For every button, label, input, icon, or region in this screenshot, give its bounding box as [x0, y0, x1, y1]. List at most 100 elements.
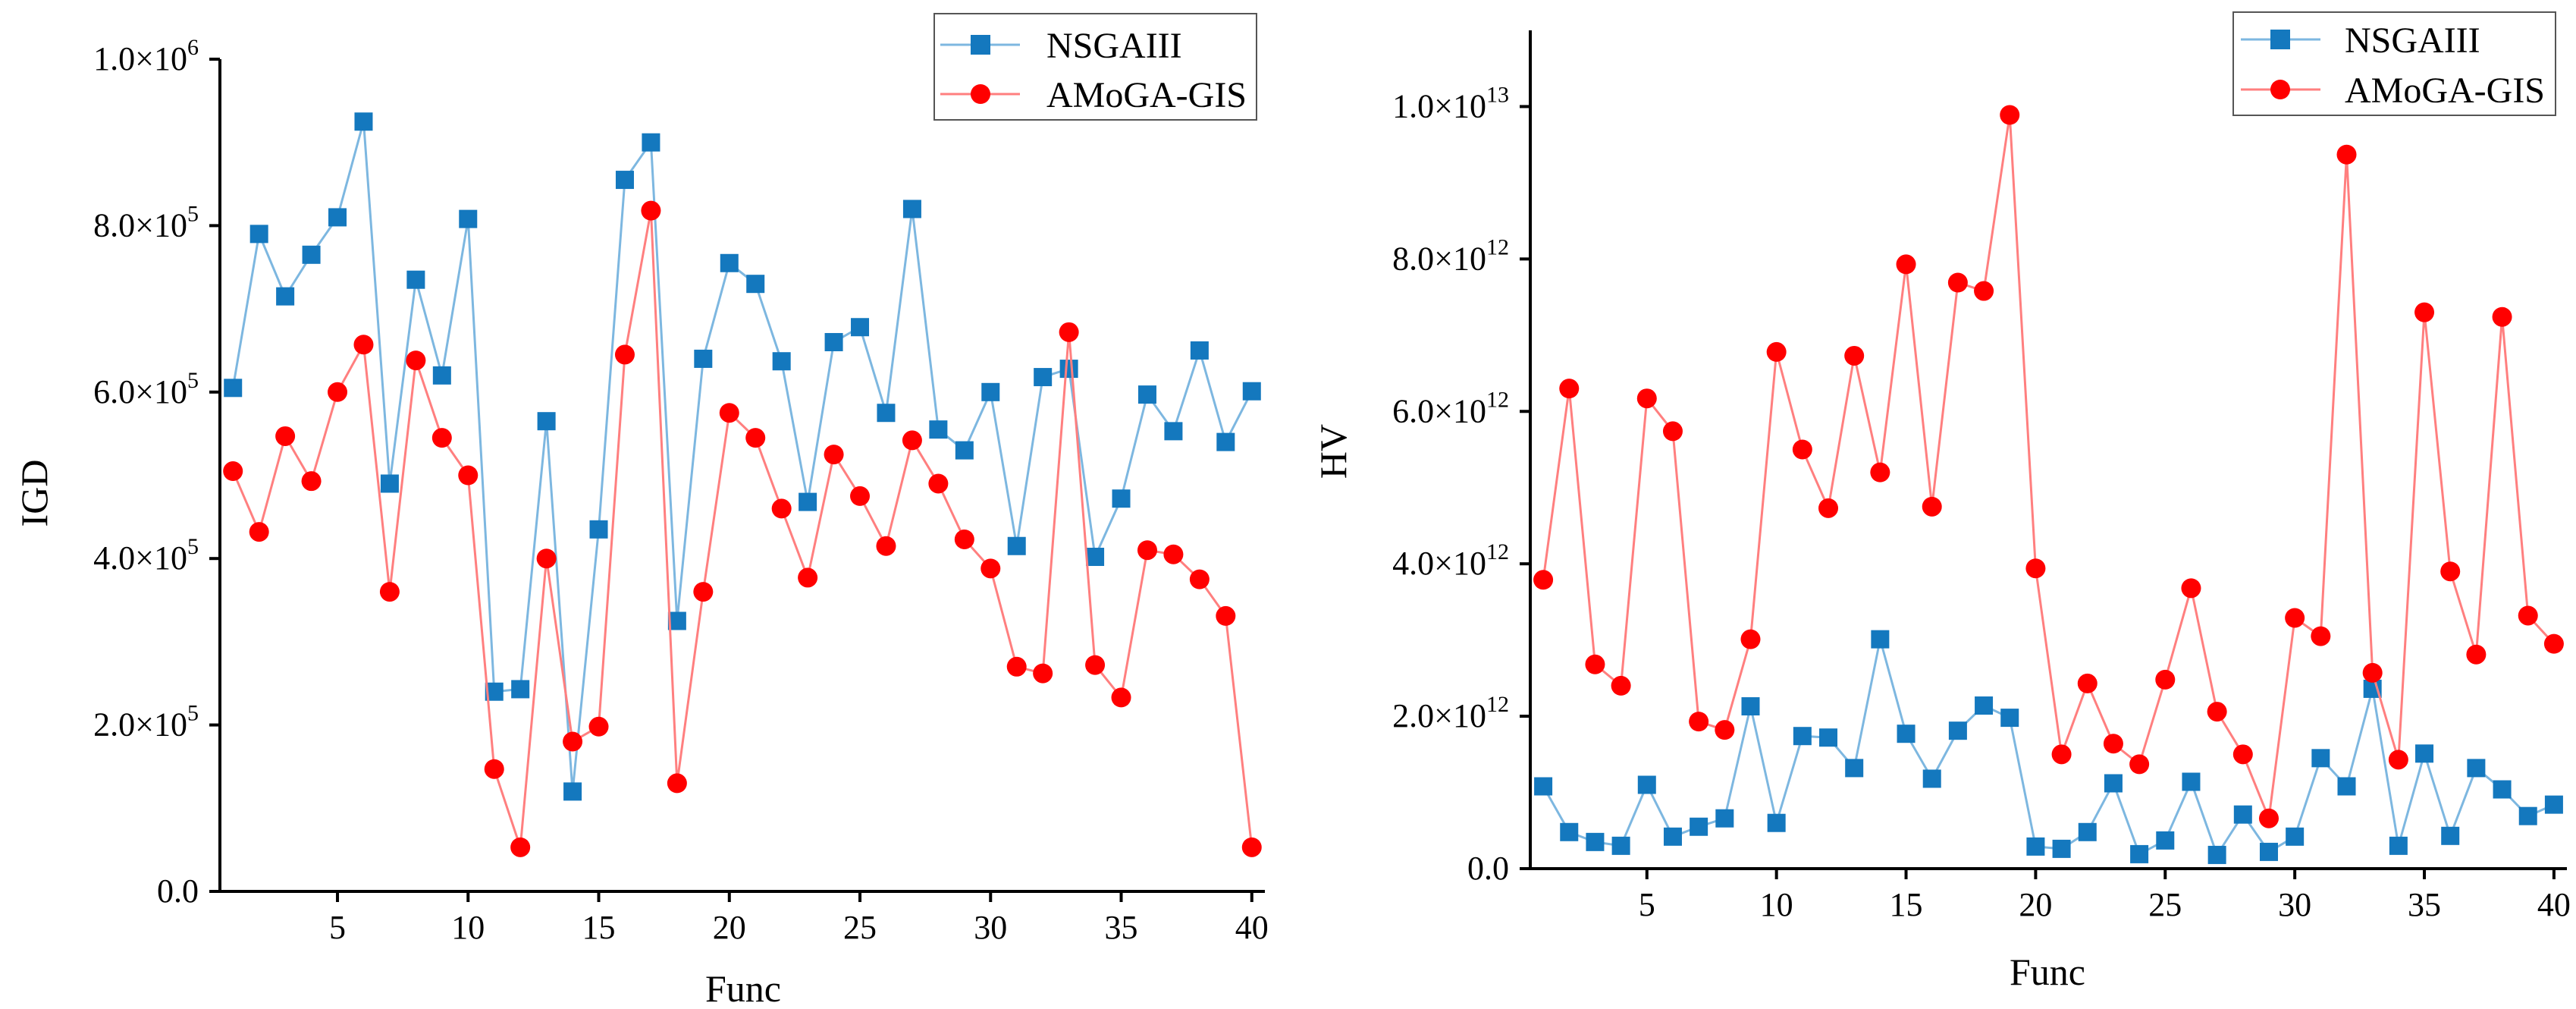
hv-point-nsgaiii [2493, 780, 2512, 799]
igd-point-nsgaiii [615, 171, 634, 190]
igd-point-amoga-gis [850, 486, 871, 506]
igd-point-amoga-gis [563, 731, 583, 752]
hv-y-tick-label: 6.0×1012 [1392, 387, 1509, 429]
igd-point-nsgaiii [511, 680, 530, 699]
igd-legend-nsga-marker [971, 35, 990, 55]
igd-point-amoga-gis [536, 549, 557, 569]
igd-point-amoga-gis [1163, 544, 1184, 564]
hv-point-amoga-gis [1896, 254, 1916, 275]
igd-y-tick-label: 2.0×105 [93, 701, 199, 743]
hv-point-amoga-gis [1922, 496, 1942, 517]
hv-point-nsgaiii [2026, 837, 2045, 856]
igd-point-nsgaiii [1216, 432, 1235, 451]
hv-point-amoga-gis [2466, 644, 2487, 665]
igd-x-ticks: 5 10 15 20 25 30 35 40 [329, 891, 1269, 946]
hv-x-tick-label: 40 [2537, 886, 2571, 923]
igd-point-amoga-gis [249, 522, 269, 542]
igd-point-amoga-gis [824, 445, 844, 465]
igd-chart: 5 10 15 20 25 30 35 40 0.0 2.0×105 4.0×105 6.0×105… [13, 13, 1269, 1009]
igd-point-amoga-gis [1241, 837, 1262, 857]
hv-point-amoga-gis [2000, 105, 2020, 125]
igd-point-amoga-gis [588, 716, 609, 737]
hv-point-nsgaiii [2259, 842, 2278, 861]
igd-series-line-amoga-gis [231, 210, 1253, 848]
igd-point-nsgaiii [799, 492, 817, 511]
igd-point-nsgaiii [1190, 341, 1209, 360]
hv-point-amoga-gis [1818, 498, 1839, 518]
hv-point-amoga-gis [2311, 626, 2331, 646]
igd-point-amoga-gis [745, 428, 766, 448]
hv-point-nsgaiii [1767, 813, 1786, 832]
hv-point-nsgaiii [1560, 822, 1579, 841]
hv-point-nsgaiii [2207, 845, 2226, 864]
igd-point-nsgaiii [772, 352, 791, 371]
hv-x-tick-label: 10 [1760, 886, 1793, 923]
igd-point-amoga-gis [771, 498, 792, 519]
hv-point-nsgaiii [2441, 826, 2460, 845]
igd-point-nsgaiii [589, 520, 608, 539]
igd-y-tick-label: 8.0×105 [93, 201, 199, 244]
igd-x-tick-label: 20 [713, 909, 746, 946]
hv-point-amoga-gis [2388, 750, 2408, 770]
igd-y-ticks: 0.0 2.0×105 4.0×105 6.0×105 8.0×105 1.0×106 [93, 35, 220, 910]
igd-x-tick-label: 5 [329, 909, 346, 946]
igd-point-nsgaiii [432, 366, 451, 385]
hv-y-tick-label: 1.0×1013 [1392, 82, 1509, 124]
hv-point-amoga-gis [2518, 605, 2538, 626]
igd-point-amoga-gis [1059, 322, 1079, 342]
igd-point-nsgaiii [1112, 489, 1131, 508]
igd-point-nsgaiii [929, 420, 948, 439]
hv-point-amoga-gis [1585, 654, 1605, 674]
igd-point-amoga-gis [1085, 655, 1106, 675]
hv-point-nsgaiii [2130, 844, 2149, 863]
hv-legend: NSGAIII AMoGA-GIS [2232, 11, 2556, 116]
igd-point-amoga-gis [1111, 687, 1131, 708]
hv-point-amoga-gis [1636, 388, 1657, 409]
igd-point-nsgaiii [955, 441, 974, 460]
hv-point-amoga-gis [1559, 379, 1580, 399]
hv-series-layer [1533, 105, 2564, 864]
igd-point-nsgaiii [302, 245, 321, 264]
hv-point-nsgaiii [1897, 725, 1916, 743]
hv-point-amoga-gis [1792, 439, 1812, 460]
igd-point-amoga-gis [484, 759, 504, 779]
hv-point-nsgaiii [1611, 836, 1630, 855]
igd-point-nsgaiii [1059, 360, 1078, 379]
hv-y-tick-label: 0.0 [1467, 850, 1509, 887]
igd-point-nsgaiii [1086, 548, 1105, 567]
igd-legend-nsga-label: NSGAIII [1046, 26, 1182, 66]
hv-point-amoga-gis [2207, 702, 2227, 722]
igd-legend-amoga-label: AMoGA-GIS [1046, 75, 1247, 115]
hv-point-nsgaiii [1948, 721, 1967, 740]
hv-x-tick-label: 15 [1890, 886, 1923, 923]
igd-point-nsgaiii [354, 112, 373, 131]
hv-legend-box [2232, 11, 2556, 116]
hv-point-nsgaiii [2156, 831, 2175, 850]
hv-point-amoga-gis [2077, 673, 2098, 693]
igd-point-amoga-gis [328, 382, 348, 402]
igd-point-amoga-gis [876, 536, 896, 556]
igd-series-line-nsgaiii [231, 121, 1253, 792]
hv-point-nsgaiii [1975, 696, 1994, 715]
hv-point-nsgaiii [1715, 809, 1734, 828]
igd-point-nsgaiii [380, 474, 399, 493]
hv-point-nsgaiii [2233, 805, 2252, 824]
hv-series-line-amoga-gis [1542, 115, 2556, 823]
hv-point-amoga-gis [2051, 744, 2072, 765]
hv-point-amoga-gis [1870, 462, 1890, 482]
hv-point-amoga-gis [1740, 629, 1761, 649]
hv-series-line-nsgaiii [1542, 639, 2555, 858]
igd-point-nsgaiii [328, 208, 347, 227]
hv-point-amoga-gis [2492, 306, 2512, 327]
igd-point-amoga-gis [510, 837, 531, 857]
igd-x-tick-label: 40 [1235, 909, 1269, 946]
igd-x-tick-label: 30 [974, 909, 1007, 946]
igd-point-amoga-gis [275, 426, 296, 446]
igd-point-amoga-gis [719, 403, 739, 423]
hv-point-nsgaiii [2286, 827, 2305, 846]
igd-point-nsgaiii [902, 200, 921, 218]
igd-point-nsgaiii [694, 349, 713, 368]
igd-point-amoga-gis [902, 430, 922, 451]
hv-point-nsgaiii [1819, 728, 1838, 747]
igd-point-amoga-gis [1216, 605, 1236, 626]
